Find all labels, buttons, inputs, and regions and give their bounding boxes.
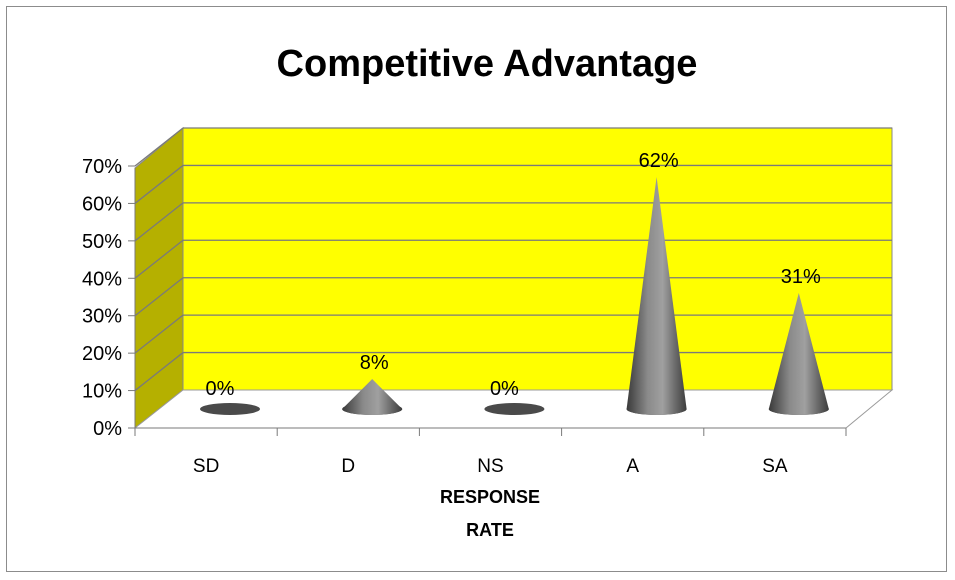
cone-sd [200,403,260,415]
x-axis-label-line-2: RATE [466,520,514,540]
x-tick-label: NS [477,456,503,477]
y-tick-label: 70% [82,156,122,178]
cone-sa [768,292,829,416]
data-series [200,176,829,416]
gridline-side [134,127,184,167]
data-label: 0% [206,378,235,400]
side-wall [134,126,184,430]
y-tick-label: 30% [82,306,122,328]
y-tick-label: 20% [82,343,122,365]
y-tick-label: 0% [93,418,122,440]
x-tick-label: SD [193,456,219,477]
data-label: 0% [490,378,519,400]
x-tick-label: SA [762,456,788,477]
gridline-side [134,277,184,317]
y-tick-label: 10% [82,381,122,403]
data-labels: 0% 8% 0% 62% 31% [206,150,821,400]
gridline-side [134,239,184,279]
x-tick-label: D [341,456,355,477]
gridlines [134,127,892,392]
cone-ns [484,403,545,415]
chart-title: Competitive Advantage [277,43,698,85]
x-tick-label: A [626,456,639,477]
gridline-side [134,164,184,204]
gridline-side [134,202,184,242]
x-axis-label-line-1: RESPONSE [440,487,540,507]
gridline-side [134,352,184,392]
data-label: 8% [360,352,389,374]
gridline-side [134,314,184,354]
data-label: 31% [781,266,821,288]
cone-d [342,379,403,416]
cone-a [626,176,687,416]
x-axis: SD D NS A SA [134,427,847,477]
y-tick-label: 40% [82,268,122,290]
y-tick-label: 60% [82,193,122,215]
y-axis: 0% 10% 20% 30% 40% 50% 60% 70% [82,156,136,440]
y-tick-label: 50% [82,231,122,253]
data-label: 62% [639,150,679,172]
